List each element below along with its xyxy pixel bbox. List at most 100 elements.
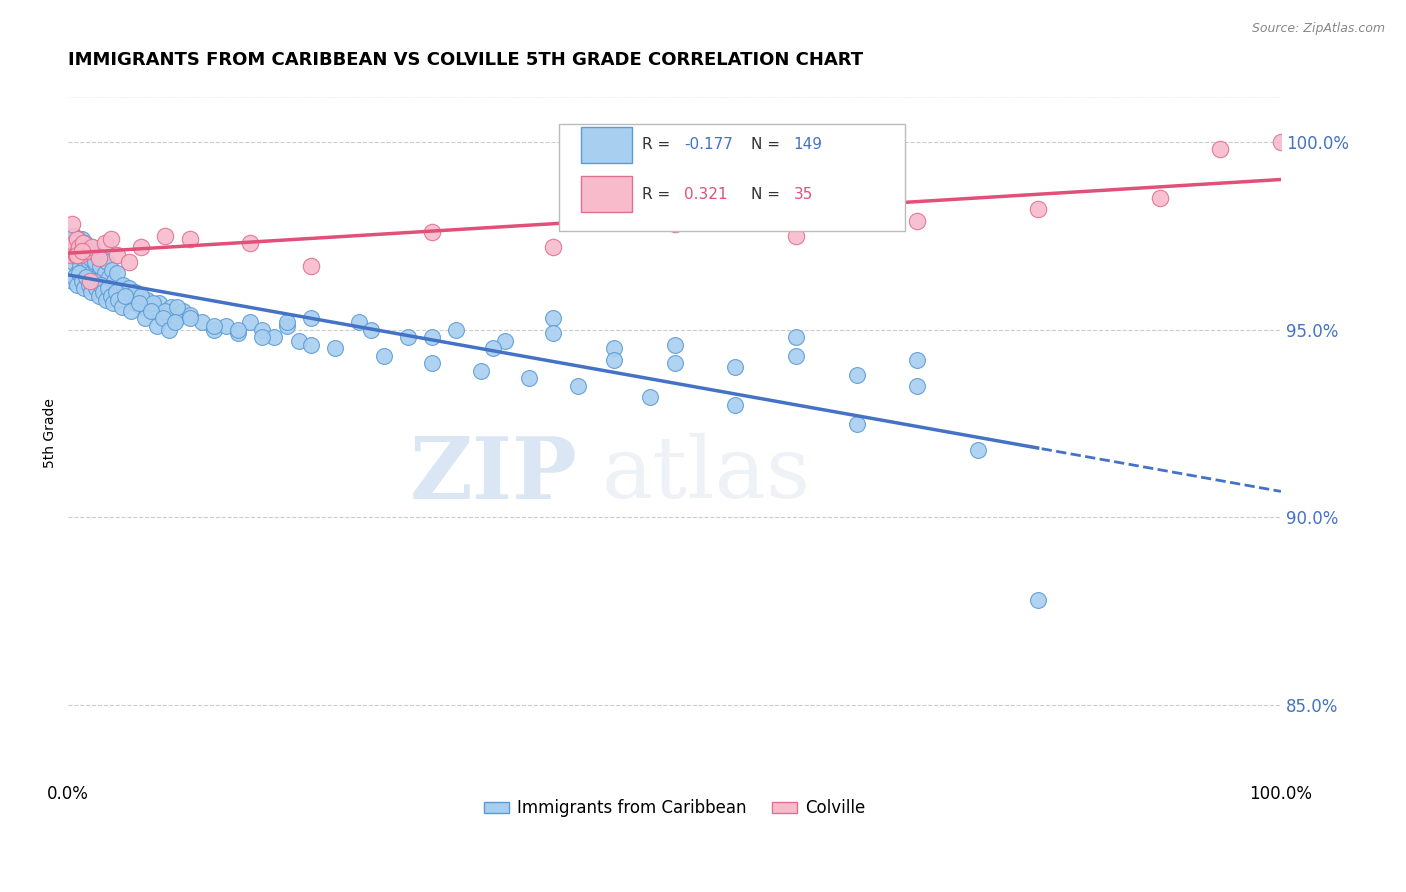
Point xyxy=(103,281,125,295)
Text: R =: R = xyxy=(643,137,675,152)
Point xyxy=(90,274,112,288)
Point xyxy=(420,356,443,370)
Text: atlas: atlas xyxy=(602,433,811,516)
Point xyxy=(60,240,83,254)
Point xyxy=(299,311,322,326)
Point xyxy=(65,236,87,251)
Point xyxy=(94,293,117,307)
Point xyxy=(172,303,194,318)
Point xyxy=(276,318,298,333)
Point xyxy=(60,247,83,261)
Point xyxy=(124,285,146,299)
Point xyxy=(543,311,565,326)
Point xyxy=(905,379,928,393)
Point xyxy=(145,318,167,333)
Text: ZIP: ZIP xyxy=(409,433,578,516)
Point xyxy=(100,289,122,303)
Point xyxy=(845,368,868,382)
Point xyxy=(77,277,100,292)
Point xyxy=(84,247,107,261)
Point xyxy=(86,247,108,261)
Point xyxy=(70,232,93,246)
Point xyxy=(124,296,146,310)
Point xyxy=(77,255,100,269)
Point xyxy=(543,326,565,341)
Point xyxy=(252,330,274,344)
Point xyxy=(785,228,807,243)
Point xyxy=(69,259,91,273)
Point xyxy=(152,311,174,326)
Point xyxy=(98,266,121,280)
Point xyxy=(79,244,101,258)
Point xyxy=(83,274,105,288)
Point xyxy=(79,274,101,288)
Point xyxy=(115,281,138,295)
Point xyxy=(299,259,322,273)
Point xyxy=(62,228,84,243)
Point xyxy=(287,334,309,348)
Point xyxy=(75,270,97,285)
Point xyxy=(87,252,110,266)
Text: N =: N = xyxy=(751,137,785,152)
Point xyxy=(82,274,104,288)
Point xyxy=(69,247,91,261)
Point xyxy=(103,274,125,288)
Point xyxy=(91,252,114,266)
Text: Source: ZipAtlas.com: Source: ZipAtlas.com xyxy=(1251,22,1385,36)
Point xyxy=(75,236,97,251)
Point xyxy=(905,352,928,367)
Point xyxy=(349,315,371,329)
Point xyxy=(65,236,87,251)
Point xyxy=(66,266,89,280)
Point xyxy=(76,277,98,292)
Point xyxy=(420,330,443,344)
Point xyxy=(136,293,159,307)
Point xyxy=(59,240,82,254)
Point xyxy=(446,323,468,337)
FancyBboxPatch shape xyxy=(581,128,633,163)
Point xyxy=(155,308,177,322)
Point xyxy=(190,315,212,329)
Point xyxy=(63,236,86,251)
Text: 35: 35 xyxy=(793,187,813,202)
Point xyxy=(72,236,94,251)
Point xyxy=(603,342,626,356)
Point xyxy=(104,285,127,299)
Point xyxy=(73,240,96,254)
Point xyxy=(87,289,110,303)
Text: N =: N = xyxy=(751,187,785,202)
Point xyxy=(73,281,96,295)
Point xyxy=(66,244,89,258)
Point xyxy=(1270,135,1292,149)
Point xyxy=(83,252,105,266)
Point xyxy=(142,303,165,318)
Point xyxy=(75,247,97,261)
Point xyxy=(163,315,186,329)
Point xyxy=(323,342,346,356)
Point xyxy=(724,398,747,412)
Point xyxy=(603,352,626,367)
Point xyxy=(179,232,201,246)
Point xyxy=(120,303,142,318)
Text: 149: 149 xyxy=(793,137,823,152)
Point xyxy=(63,270,86,285)
Point xyxy=(160,300,183,314)
Point xyxy=(84,259,107,273)
Point xyxy=(543,240,565,254)
Point xyxy=(276,315,298,329)
Point xyxy=(107,293,129,307)
Point xyxy=(101,262,124,277)
Point xyxy=(134,311,156,326)
Point xyxy=(97,281,120,295)
Point xyxy=(226,323,249,337)
Point xyxy=(567,379,589,393)
FancyBboxPatch shape xyxy=(560,124,905,231)
Point xyxy=(80,266,103,280)
Point xyxy=(91,262,114,277)
Point xyxy=(664,337,686,351)
Point xyxy=(66,232,89,246)
Point xyxy=(1028,202,1050,217)
Point xyxy=(470,364,492,378)
Point xyxy=(82,240,104,254)
Point xyxy=(1028,593,1050,607)
